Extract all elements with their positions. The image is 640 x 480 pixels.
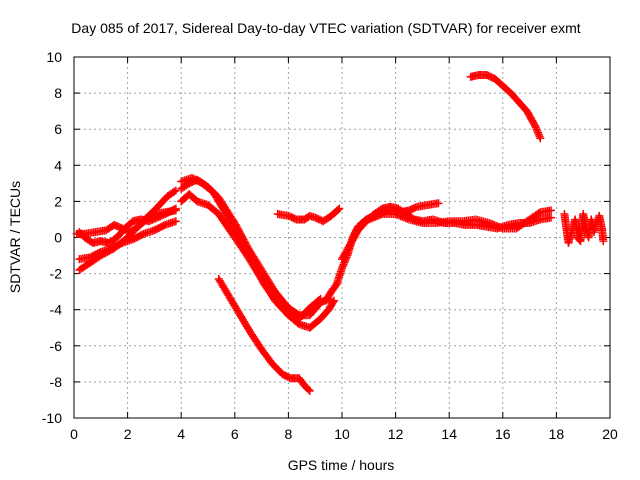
series-track-g <box>177 173 325 323</box>
data-point <box>305 386 314 395</box>
data-point <box>534 128 543 137</box>
data-point <box>338 264 346 273</box>
y-tick-label: 10 <box>46 49 62 65</box>
y-axis-label: SDTVAR / TECUs <box>7 181 23 293</box>
data-point <box>329 296 338 305</box>
data-point <box>535 132 544 141</box>
data-point <box>534 130 543 139</box>
data-point <box>329 298 338 307</box>
data-point <box>531 123 540 132</box>
y-tick-label: -8 <box>50 374 63 390</box>
data-point <box>547 206 556 215</box>
x-tick-label: 0 <box>70 426 78 442</box>
x-tick-label: 12 <box>388 426 404 442</box>
y-tick-label: 8 <box>54 85 62 101</box>
y-tick-label: 0 <box>54 230 62 246</box>
x-tick-label: 18 <box>549 426 565 442</box>
y-tick-label: 4 <box>54 157 62 173</box>
grid <box>74 57 610 418</box>
x-tick-label: 20 <box>602 426 618 442</box>
data-point <box>338 262 347 271</box>
x-tick-label: 4 <box>177 426 185 442</box>
data-point <box>532 125 541 134</box>
y-tick-label: -4 <box>50 302 63 318</box>
data-point <box>536 134 545 143</box>
x-tick-label: 8 <box>285 426 293 442</box>
data-point <box>533 127 542 136</box>
y-tick-label: -2 <box>50 266 63 282</box>
data-point <box>171 217 180 226</box>
axis-ticks <box>73 56 611 419</box>
data-point <box>315 295 324 304</box>
data-point <box>434 199 443 208</box>
y-tick-label: 6 <box>54 121 62 137</box>
x-tick-label: 10 <box>334 426 350 442</box>
series-track-n <box>560 210 608 247</box>
series-track-h <box>214 275 314 395</box>
data-point <box>171 186 180 195</box>
x-axis-label: GPS time / hours <box>288 457 395 473</box>
x-tick-label: 14 <box>441 426 457 442</box>
data-point <box>333 205 342 214</box>
data-point <box>599 237 608 246</box>
data-point <box>547 213 556 222</box>
data-point <box>339 260 348 269</box>
x-tick-label: 16 <box>495 426 511 442</box>
series-track-m <box>466 71 545 143</box>
series-track-i <box>273 204 344 226</box>
x-tick-label: 2 <box>124 426 132 442</box>
data-point <box>335 204 344 213</box>
y-tick-label: -10 <box>42 410 62 426</box>
chart-title: Day 085 of 2017, Sidereal Day-to-day VTE… <box>71 20 580 36</box>
y-tick-label: -6 <box>50 338 63 354</box>
data-points <box>72 71 608 395</box>
data-point <box>171 206 180 215</box>
x-tick-label: 6 <box>231 426 239 442</box>
y-tick-label: 2 <box>54 193 62 209</box>
data-point <box>170 187 179 196</box>
series-track-l <box>364 206 556 233</box>
series-track-d <box>75 217 180 264</box>
series-track-c <box>72 206 180 238</box>
series-track-e <box>177 175 333 320</box>
data-point <box>304 385 313 394</box>
series-track-k <box>338 202 556 264</box>
data-point <box>530 121 539 130</box>
tick-labels: 0 2 4 6 8 10 12 14 16 18 20 -10 -8 -6 -4 -2 0 2 4 6 8 10 <box>42 49 618 442</box>
